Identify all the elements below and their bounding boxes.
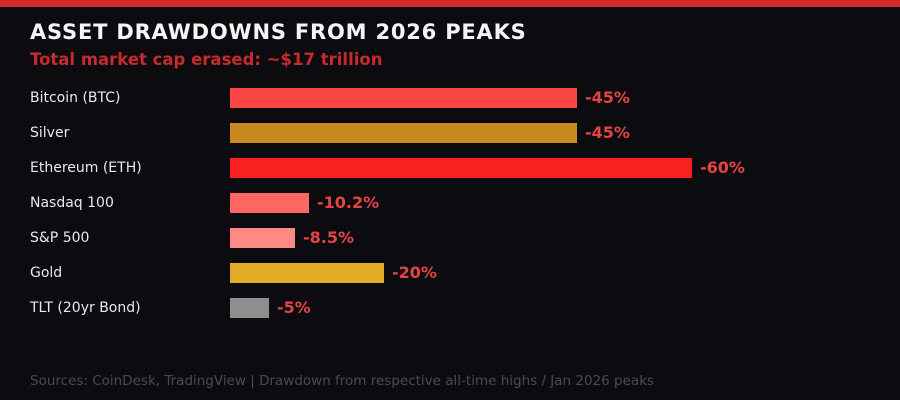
- drawdown-value-label: -60%: [700, 158, 745, 177]
- chart-row: Silver -45%: [30, 115, 870, 150]
- drawdown-bar: [230, 262, 384, 283]
- drawdown-bar: [230, 157, 692, 178]
- drawdown-bar: [230, 297, 269, 318]
- drawdown-value-label: -8.5%: [303, 228, 355, 247]
- chart-row: TLT (20yr Bond) -5%: [30, 290, 870, 325]
- asset-label: Nasdaq 100: [30, 194, 114, 211]
- drawdown-value-label: -45%: [585, 123, 630, 142]
- top-accent-stripe: [0, 0, 900, 7]
- chart-subtitle: Total market cap erased: ~$17 trillion: [30, 50, 383, 69]
- chart-title: ASSET DRAWDOWNS FROM 2026 PEAKS: [30, 20, 527, 44]
- asset-label: S&P 500: [30, 229, 90, 246]
- asset-label: Silver: [30, 124, 70, 141]
- drawdown-bar: [230, 192, 309, 213]
- drawdown-value-label: -45%: [585, 88, 630, 107]
- drawdown-value-label: -5%: [277, 298, 311, 317]
- drawdown-bar: [230, 122, 577, 143]
- drawdown-value-label: -20%: [392, 263, 437, 282]
- bar-chart: Bitcoin (BTC) -45% Silver -45% Ethereum (ETH…: [30, 80, 870, 325]
- source-attribution: Sources: CoinDesk, TradingView | Drawdow…: [30, 373, 655, 389]
- drawdown-value-label: -10.2%: [317, 193, 380, 212]
- chart-row: Nasdaq 100 -10.2%: [30, 185, 870, 220]
- asset-label: Bitcoin (BTC): [30, 89, 121, 106]
- chart-row: S&P 500 -8.5%: [30, 220, 870, 255]
- drawdown-bar: [230, 227, 295, 248]
- chart-row: Ethereum (ETH) -60%: [30, 150, 870, 185]
- asset-label: Gold: [30, 264, 63, 281]
- chart-row: Gold -20%: [30, 255, 870, 290]
- chart-row: Bitcoin (BTC) -45%: [30, 80, 870, 115]
- drawdown-bar: [230, 87, 577, 108]
- asset-label: TLT (20yr Bond): [30, 299, 141, 316]
- asset-label: Ethereum (ETH): [30, 159, 142, 176]
